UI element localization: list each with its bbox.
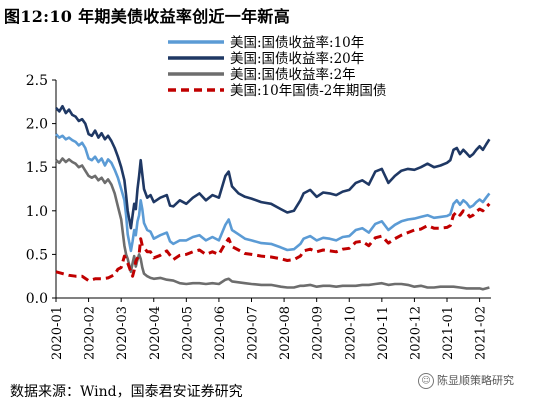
series-line-1 [55,104,491,230]
series-line-3 [55,202,491,283]
x-tick-label: 2021-02 [474,306,489,360]
x-tick-label: 2020-05 [180,306,195,360]
watermark-text: 陈显顺策略研究 [437,374,514,387]
x-tick-label: 2021-01 [441,306,456,360]
y-tick-label: 0.0 [26,291,48,307]
series-line-0 [55,133,491,253]
chart-legend: 美国:国债收益率:10年美国:国债收益率:20年美国:国债收益率:2年美国:10… [168,34,386,99]
x-tick-label: 2020-01 [50,306,65,360]
y-tick-label: 0.5 [26,247,48,263]
legend-label-3: 美国:10年国债-2年期国债 [230,83,386,99]
x-tick-label: 2020-03 [115,306,130,360]
y-tick-label: 1.5 [26,160,48,176]
series-line-2 [55,157,490,291]
legend-label-0: 美国:国债收益率:10年 [230,34,364,51]
y-tick-label: 2.5 [26,73,48,89]
y-tick-label: 2.0 [26,117,48,133]
x-tick-label: 2020-04 [148,306,163,360]
wechat-icon: ☺ [418,373,434,389]
source-note: 数据来源：Wind，国泰君安证券研究 [10,384,243,400]
watermark: ☺ 陈显顺策略研究 [418,372,514,389]
x-tick-label: 2020-09 [311,306,326,360]
chart-axes: 0.0 0.5 1.0 1.5 2.0 2.5 2020-01 2020-02 2020-03 2… [26,73,491,360]
legend-label-2: 美国:国债收益率:2年 [230,66,356,83]
x-tick-label: 2020-10 [343,306,358,360]
x-tick-label: 2020-08 [278,306,293,360]
x-tick-label: 2020-06 [213,306,228,360]
figure-title: 图12:10 年期美债收益率创近一年新高 [4,7,291,26]
x-tick-label: 2020-02 [83,306,98,360]
x-tick-label: 2020-07 [246,306,261,360]
chart-series [55,104,491,291]
legend-label-1: 美国:国债收益率:20年 [230,50,364,67]
y-tick-label: 1.0 [26,204,48,220]
x-tick-label: 2020-12 [408,306,423,360]
x-tick-label: 2020-11 [376,306,391,360]
